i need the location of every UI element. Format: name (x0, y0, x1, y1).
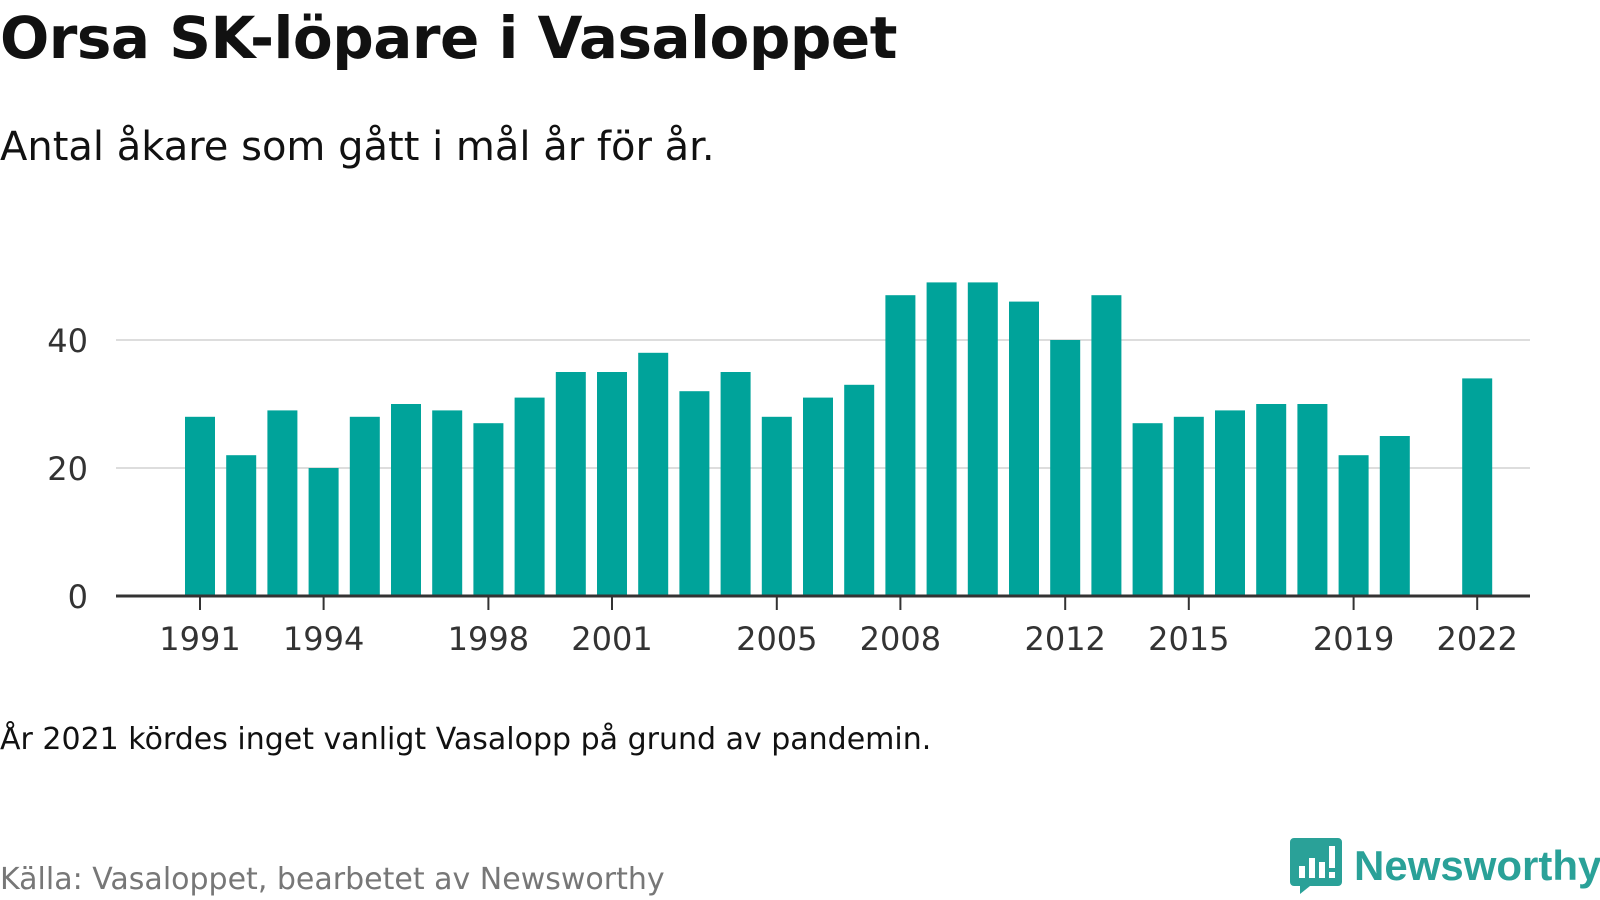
bar-2010[interactable] (967, 282, 998, 596)
bar-2006[interactable] (803, 397, 833, 596)
bar-2008[interactable] (885, 295, 916, 596)
bar-1991[interactable] (185, 416, 215, 596)
bar-2004[interactable] (720, 372, 751, 596)
bar-2020[interactable] (1379, 436, 1410, 596)
bar-2013[interactable] (1091, 295, 1122, 596)
x-tick-label: 2022 (1436, 620, 1517, 658)
bar-2019[interactable] (1338, 455, 1369, 596)
x-tick-label: 2008 (860, 620, 941, 658)
bar-1998[interactable] (473, 423, 504, 596)
bar-2002[interactable] (638, 352, 669, 596)
bar-2000[interactable] (555, 372, 586, 596)
bar-2011[interactable] (1009, 301, 1039, 596)
bar-layer (185, 282, 1493, 596)
axis-layer: 0 20 40 1991 1994 1998 2001 2005 2008 2012 2015 201… (47, 322, 1530, 658)
bar-2003[interactable] (679, 391, 710, 596)
bar-1993[interactable] (267, 410, 298, 596)
source-credit: Källa: Vasaloppet, bearbetet av Newswort… (0, 862, 665, 897)
bar-2009[interactable] (926, 282, 957, 596)
x-tick-label: 2015 (1148, 620, 1229, 658)
bar-2017[interactable] (1256, 404, 1287, 596)
x-tick-label: 2001 (571, 620, 652, 658)
bar-2014[interactable] (1132, 423, 1163, 596)
bar-2022[interactable] (1462, 378, 1493, 596)
newsworthy-logo-icon (1290, 838, 1342, 894)
y-tick-label: 40 (47, 322, 88, 360)
bar-2012[interactable] (1050, 340, 1081, 596)
bar-1999[interactable] (514, 397, 545, 596)
bar-1995[interactable] (349, 416, 380, 596)
bar-2005[interactable] (761, 416, 792, 596)
bar-2001[interactable] (597, 372, 627, 596)
bar-1994[interactable] (308, 468, 339, 596)
x-tick-label: 2005 (736, 620, 817, 658)
y-tick-label: 0 (68, 578, 88, 616)
chart-note: År 2021 kördes inget vanligt Vasalopp på… (0, 722, 932, 757)
newsworthy-logo[interactable]: Newsworthy (1290, 838, 1600, 894)
bar-1992[interactable] (226, 455, 257, 596)
x-tick-label: 1994 (283, 620, 364, 658)
x-tick-label: 2012 (1024, 620, 1105, 658)
bar-2007[interactable] (844, 384, 875, 596)
x-tick-label: 2019 (1313, 620, 1394, 658)
chart-title: Orsa SK-löpare i Vasaloppet (0, 4, 897, 72)
chart-subtitle: Antal åkare som gått i mål år för år. (0, 124, 715, 170)
y-tick-label: 20 (47, 450, 88, 488)
bar-2016[interactable] (1215, 410, 1245, 596)
x-tick-label: 1991 (159, 620, 240, 658)
bar-chart: 0 20 40 1991 1994 1998 2001 2005 2008 2012 2015 201… (47, 282, 1530, 658)
bar-2018[interactable] (1297, 404, 1328, 596)
bar-1997[interactable] (432, 410, 463, 596)
logo-text: Newsworthy (1354, 842, 1600, 889)
bar-1996[interactable] (391, 404, 421, 596)
x-tick-label: 1998 (448, 620, 529, 658)
bar-2015[interactable] (1173, 416, 1204, 596)
